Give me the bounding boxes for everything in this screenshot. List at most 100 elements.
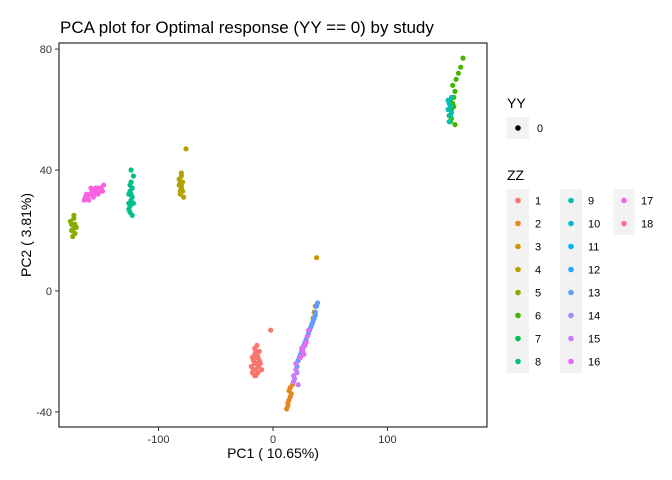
- point-s9-7: [448, 109, 455, 116]
- point-s17-16: [88, 185, 94, 191]
- legend-yy-label-0: 0: [537, 123, 543, 135]
- point-s1-19: [255, 354, 261, 361]
- point-s1-11: [248, 363, 254, 370]
- point-s4-10: [177, 179, 183, 185]
- legend-zz-key-13: [568, 289, 574, 296]
- point-s16-7: [299, 345, 305, 351]
- point-s9-5: [447, 103, 453, 110]
- legend-zz-key-12: [568, 266, 574, 273]
- point-s6-6: [455, 70, 461, 76]
- legend-zz-title: ZZ: [507, 167, 525, 183]
- point-s5-11: [71, 212, 77, 218]
- x-axis: -100 0 100: [148, 427, 397, 446]
- legend-zz-label-7: 7: [535, 334, 541, 346]
- point-s8-11: [126, 206, 132, 212]
- point-s15-5: [293, 360, 299, 367]
- point-s5-10: [72, 221, 78, 227]
- series-15: [291, 360, 301, 388]
- legend-zz-key-3: [515, 243, 521, 250]
- point-s16-6: [305, 327, 312, 333]
- point-s8-12: [129, 212, 135, 218]
- point-s3-0: [313, 255, 320, 261]
- point-s1-18: [249, 370, 255, 376]
- legend-zz-key-9: [568, 197, 574, 204]
- series-5: [67, 212, 79, 240]
- point-s1-23: [252, 351, 258, 357]
- legend-yy-title: YY: [507, 95, 526, 111]
- point-s9-3: [448, 94, 455, 100]
- legend-zz-key-8: [515, 358, 521, 365]
- legend-zz-label-4: 4: [535, 265, 541, 277]
- y-tick-label-3: 80: [40, 44, 52, 56]
- legend-zz-label-3: 3: [535, 242, 541, 254]
- legend-zz-label-10: 10: [588, 219, 600, 231]
- legend-zz-key-18: [621, 220, 627, 227]
- legend-zz-label-15: 15: [588, 334, 600, 346]
- legend-zz-label-6: 6: [535, 311, 541, 323]
- series-2: [284, 382, 296, 412]
- point-s17-12: [93, 185, 99, 191]
- point-s8-13: [127, 182, 133, 188]
- legend-yy-key-0: [515, 125, 521, 131]
- plot-title: PCA plot for Optimal response (YY == 0) …: [60, 18, 434, 37]
- legend-zz-key-2: [515, 220, 521, 227]
- points-layer: [67, 55, 466, 412]
- x-axis-title: PC1 ( 10.65%): [227, 445, 319, 461]
- legend-zz-key-5: [515, 289, 521, 296]
- point-s8-6: [126, 200, 132, 206]
- point-s8-15: [128, 191, 134, 197]
- point-s6-7: [458, 64, 464, 70]
- point-s5-7: [69, 227, 75, 234]
- point-s6-8: [460, 55, 466, 61]
- point-s9-6: [445, 97, 451, 103]
- legend-yy: YY 0: [507, 95, 543, 139]
- point-s16-4: [303, 339, 309, 345]
- point-s1-20: [259, 367, 265, 373]
- point-s8-14: [130, 200, 136, 206]
- point-s4-12: [183, 146, 189, 152]
- legend-zz-key-6: [515, 312, 521, 319]
- legend-zz-label-1: 1: [535, 196, 541, 208]
- point-s6-5: [453, 76, 459, 82]
- y-axis-title: PC2 ( 3.81%): [18, 193, 34, 277]
- legend-zz-label-16: 16: [588, 357, 600, 369]
- point-s15-4: [295, 382, 301, 388]
- point-s16-2: [301, 351, 307, 357]
- legend-zz-label-8: 8: [535, 357, 541, 369]
- point-s15-6: [291, 379, 297, 385]
- point-s1-15: [254, 342, 260, 348]
- legend-zz-label-12: 12: [588, 265, 600, 277]
- legend-zz-label-14: 14: [588, 311, 600, 323]
- series-4: [176, 146, 189, 200]
- legend-zz-key-1: [515, 197, 521, 204]
- point-s17-15: [99, 188, 106, 194]
- point-s6-12: [450, 82, 456, 88]
- point-s1-22: [268, 327, 274, 333]
- point-s17-8: [101, 182, 107, 188]
- legend-zz-key-4: [515, 266, 521, 273]
- point-s1-12: [257, 360, 263, 367]
- series-8: [126, 167, 136, 218]
- legend-zz-label-11: 11: [588, 242, 599, 254]
- point-s9-4: [446, 119, 452, 125]
- point-s13-18: [310, 318, 316, 324]
- point-s8-10: [128, 167, 134, 173]
- legend-zz-label-13: 13: [588, 288, 600, 300]
- y-tick-label-2: 40: [40, 165, 52, 177]
- legend-zz-key-10: [568, 220, 574, 227]
- legend-zz-label-18: 18: [641, 219, 653, 231]
- legend-zz-key-7: [515, 335, 521, 342]
- point-s1-21: [253, 360, 259, 367]
- point-s13-11: [315, 300, 321, 306]
- point-s17-10: [86, 197, 92, 203]
- y-tick-label-0: -40: [36, 407, 52, 419]
- point-s16-0: [297, 354, 304, 361]
- point-s4-11: [178, 170, 184, 176]
- series-1: [248, 327, 274, 379]
- point-s17-11: [90, 194, 96, 200]
- series-16: [297, 327, 312, 361]
- point-s6-4: [452, 88, 458, 94]
